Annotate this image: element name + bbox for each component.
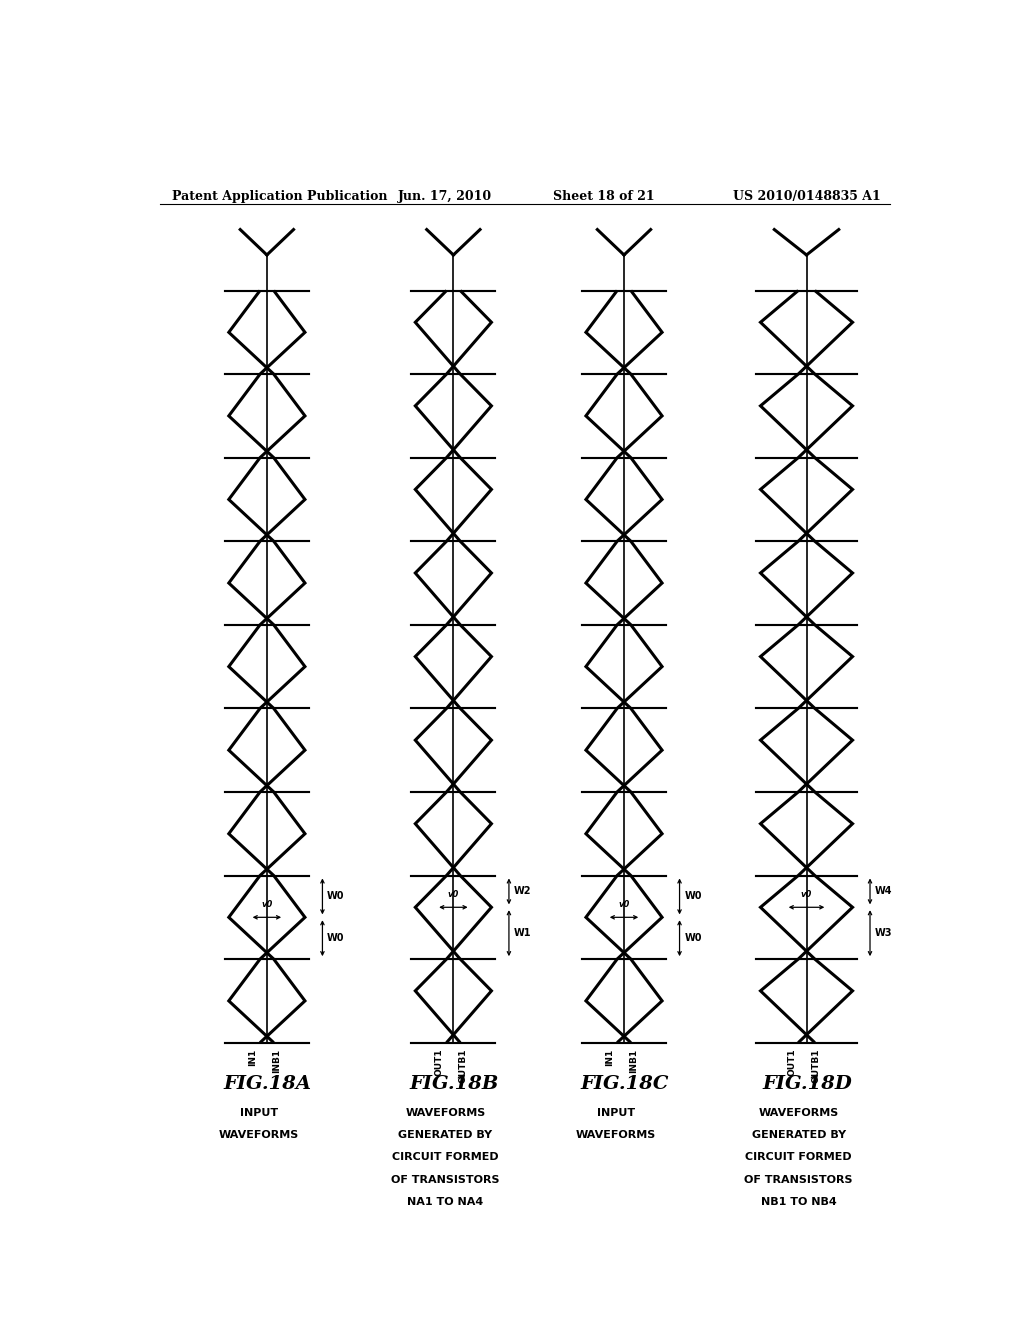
Text: W0: W0 [328,891,345,902]
Text: IN1: IN1 [605,1049,614,1067]
Text: FIG.18D: FIG.18D [763,1076,853,1093]
Text: W3: W3 [874,928,892,939]
Text: INPUT: INPUT [597,1107,635,1118]
Text: WAVEFORMS: WAVEFORMS [406,1107,485,1118]
Text: INB1: INB1 [272,1049,281,1073]
Text: US 2010/0148835 A1: US 2010/0148835 A1 [732,190,881,202]
Text: W4: W4 [874,887,892,896]
Text: W1: W1 [514,928,531,939]
Text: Patent Application Publication: Patent Application Publication [172,190,387,202]
Text: v0: v0 [261,900,272,909]
Text: OF TRANSISTORS: OF TRANSISTORS [391,1175,500,1185]
Text: WAVEFORMS: WAVEFORMS [575,1130,656,1140]
Text: FIG.18C: FIG.18C [581,1076,669,1093]
Text: WAVEFORMS: WAVEFORMS [219,1130,299,1140]
Text: GENERATED BY: GENERATED BY [398,1130,493,1140]
Text: FIG.18B: FIG.18B [410,1076,499,1093]
Text: GENERATED BY: GENERATED BY [752,1130,846,1140]
Text: INB1: INB1 [629,1049,638,1073]
Text: Jun. 17, 2010: Jun. 17, 2010 [398,190,493,202]
Text: INPUT: INPUT [240,1107,278,1118]
Text: OUT1: OUT1 [434,1049,443,1076]
Text: OUTB1: OUTB1 [459,1049,467,1084]
Text: v0: v0 [618,900,630,909]
Text: W0: W0 [328,933,345,944]
Text: NA1 TO NA4: NA1 TO NA4 [408,1197,483,1208]
Text: OUTB1: OUTB1 [812,1049,820,1084]
Text: FIG.18A: FIG.18A [223,1076,311,1093]
Text: Sheet 18 of 21: Sheet 18 of 21 [553,190,655,202]
Text: W2: W2 [514,887,531,896]
Text: CIRCUIT FORMED: CIRCUIT FORMED [392,1152,499,1163]
Text: W0: W0 [684,933,701,944]
Text: OUT1: OUT1 [787,1049,797,1076]
Text: W0: W0 [684,891,701,902]
Text: IN1: IN1 [248,1049,257,1067]
Text: v0: v0 [447,890,459,899]
Text: NB1 TO NB4: NB1 TO NB4 [761,1197,837,1208]
Text: OF TRANSISTORS: OF TRANSISTORS [744,1175,853,1185]
Text: WAVEFORMS: WAVEFORMS [759,1107,839,1118]
Text: v0: v0 [801,890,812,899]
Text: CIRCUIT FORMED: CIRCUIT FORMED [745,1152,852,1163]
